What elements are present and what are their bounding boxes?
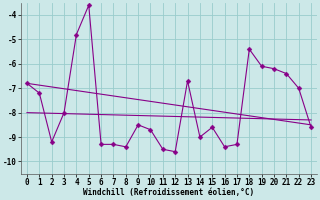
X-axis label: Windchill (Refroidissement éolien,°C): Windchill (Refroidissement éolien,°C) [84, 188, 255, 197]
